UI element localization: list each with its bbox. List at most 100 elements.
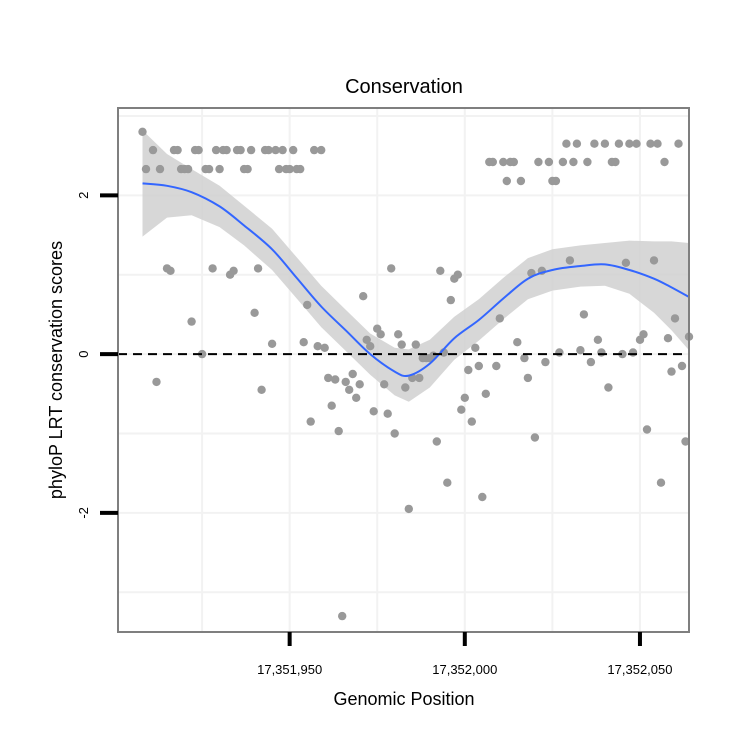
data-point-47 <box>310 145 319 155</box>
data-point-88 <box>453 270 462 279</box>
data-point-96 <box>481 389 490 398</box>
data-point-63 <box>366 342 375 351</box>
data-point-144 <box>649 256 659 265</box>
data-point-146 <box>656 478 666 487</box>
data-point-127 <box>590 139 599 148</box>
data-point-32 <box>257 385 266 394</box>
data-point-139 <box>632 139 641 148</box>
data-point-138 <box>628 348 638 357</box>
data-point-91 <box>464 365 473 375</box>
data-point-51 <box>324 373 333 383</box>
data-point-120 <box>565 256 575 265</box>
data-point-6 <box>166 266 175 275</box>
data-point-0 <box>138 127 147 136</box>
data-point-69 <box>387 264 396 273</box>
data-point-36 <box>271 145 280 155</box>
data-point-124 <box>579 310 589 319</box>
x-tick-label-2: 17,352,050 <box>607 662 672 677</box>
data-point-153 <box>681 437 690 446</box>
data-point-43 <box>296 164 305 174</box>
data-point-52 <box>327 401 336 410</box>
data-point-102 <box>502 176 511 186</box>
data-point-57 <box>345 385 354 394</box>
data-point-22 <box>222 145 231 155</box>
data-point-64 <box>369 407 378 416</box>
data-point-133 <box>611 157 620 167</box>
data-point-147 <box>660 157 669 167</box>
data-point-61 <box>359 292 368 301</box>
data-point-129 <box>597 348 606 357</box>
data-point-60 <box>355 380 364 389</box>
x-tick-label-0: 17,351,950 <box>257 662 322 677</box>
data-point-18 <box>208 264 217 273</box>
data-point-98 <box>488 157 497 167</box>
data-point-152 <box>677 361 687 371</box>
data-point-17 <box>204 164 214 174</box>
data-point-117 <box>555 348 564 357</box>
data-point-68 <box>383 409 392 418</box>
data-point-116 <box>551 176 561 186</box>
data-point-28 <box>243 164 252 174</box>
data-point-26 <box>236 145 245 155</box>
data-point-19 <box>211 145 221 155</box>
panel-border <box>117 107 690 633</box>
data-point-95 <box>478 492 487 502</box>
data-point-137 <box>625 139 634 148</box>
data-point-48 <box>313 342 322 351</box>
data-point-67 <box>380 380 389 389</box>
data-point-29 <box>246 145 256 155</box>
data-point-74 <box>404 504 413 514</box>
data-point-130 <box>600 139 610 148</box>
data-point-30 <box>250 308 259 317</box>
data-point-104 <box>509 157 518 167</box>
data-point-93 <box>471 343 480 352</box>
data-point-99 <box>492 361 501 371</box>
data-point-40 <box>285 164 294 174</box>
data-point-101 <box>499 157 508 167</box>
data-point-12 <box>187 317 196 326</box>
data-point-77 <box>415 373 424 383</box>
data-point-100 <box>495 314 504 323</box>
data-point-131 <box>604 383 613 392</box>
data-point-46 <box>306 417 315 426</box>
y-tick-label-2: 2 <box>76 192 91 199</box>
data-point-3 <box>152 377 161 387</box>
data-point-54 <box>334 426 343 436</box>
data-point-89 <box>457 405 466 414</box>
data-point-1 <box>141 164 151 174</box>
data-points <box>138 127 694 621</box>
data-point-76 <box>411 340 420 349</box>
data-point-59 <box>352 393 361 402</box>
x-axis-ticks: 17,351,950 17,352,000 17,352,050 <box>257 632 672 677</box>
data-point-106 <box>516 176 526 186</box>
y-tick-label-1: 0 <box>76 350 91 357</box>
data-point-35 <box>267 339 277 348</box>
data-point-128 <box>593 335 603 344</box>
data-point-66 <box>376 330 385 339</box>
data-point-123 <box>576 346 585 355</box>
data-point-58 <box>348 369 357 379</box>
chart-title: Conservation <box>345 76 463 98</box>
data-point-142 <box>642 425 652 434</box>
data-point-114 <box>544 157 554 167</box>
data-point-145 <box>653 139 662 148</box>
data-point-111 <box>534 157 543 167</box>
data-point-113 <box>541 357 550 367</box>
data-point-108 <box>523 373 533 383</box>
data-point-105 <box>513 338 522 347</box>
data-point-11 <box>183 164 193 174</box>
data-point-118 <box>558 157 568 167</box>
y-tick-label-0: -2 <box>76 507 91 519</box>
data-point-73 <box>401 383 410 392</box>
data-point-55 <box>338 611 347 621</box>
data-point-119 <box>562 139 571 148</box>
data-point-45 <box>303 300 312 310</box>
y-axis-title: phyloP LRT conservation scores <box>46 241 66 499</box>
data-point-94 <box>474 361 483 371</box>
data-point-86 <box>446 295 455 305</box>
data-point-136 <box>621 258 631 267</box>
data-point-56 <box>341 377 350 387</box>
data-point-53 <box>331 375 340 384</box>
data-point-50 <box>320 343 329 352</box>
